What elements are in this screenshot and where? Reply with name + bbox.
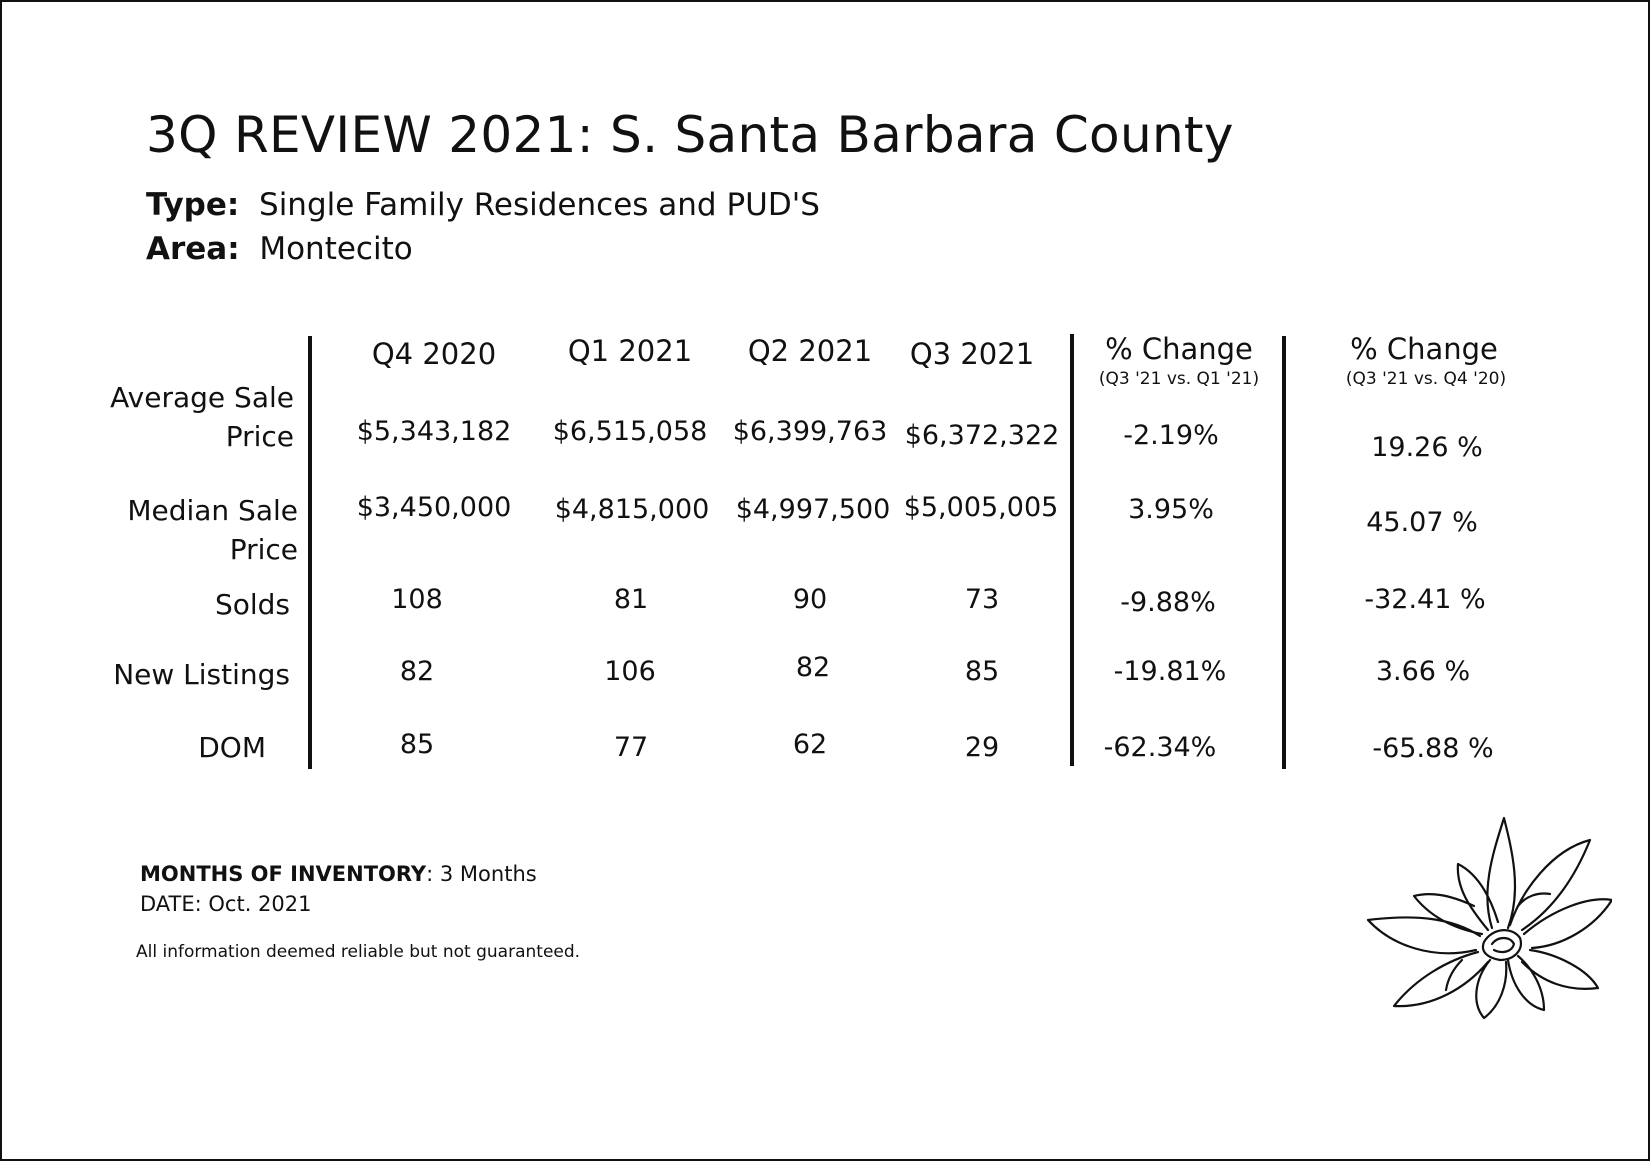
table-cell: $6,515,058 xyxy=(552,416,708,447)
table-cell: -19.81% xyxy=(1113,656,1227,687)
table-cell: -9.88% xyxy=(1120,587,1216,618)
table-cell: -32.41 % xyxy=(1364,584,1486,615)
table-cell: $6,399,763 xyxy=(732,416,888,447)
months-of-inventory: MONTHS OF INVENTORY: 3 Months xyxy=(140,862,537,886)
table-cell: 62 xyxy=(792,729,828,760)
column-header-q2-2021: Q2 2021 xyxy=(747,334,873,368)
area-value: Montecito xyxy=(259,231,413,267)
table-cell: $6,372,322 xyxy=(904,420,1060,451)
table-cell: $4,815,000 xyxy=(554,494,710,525)
magnolia-flower-icon xyxy=(1366,816,1612,1020)
column-header-q3-2021: Q3 2021 xyxy=(909,337,1035,371)
table-divider-left xyxy=(308,336,312,769)
report-date: DATE: Oct. 2021 xyxy=(140,892,312,916)
table-divider-middle xyxy=(1070,334,1074,766)
table-cell: 81 xyxy=(613,584,649,615)
type-line: Type: Single Family Residences and PUD'S xyxy=(146,187,820,223)
column-header-q1-2021: Q1 2021 xyxy=(567,334,693,368)
table-cell: 90 xyxy=(792,584,828,615)
row-label-solds: Solds xyxy=(214,588,290,621)
table-cell: 82 xyxy=(399,656,435,687)
page-title: 3Q REVIEW 2021: S. Santa Barbara County xyxy=(146,106,1234,164)
table-cell: $5,005,005 xyxy=(903,492,1059,523)
type-value: Single Family Residences and PUD'S xyxy=(259,187,820,223)
inventory-value: : 3 Months xyxy=(426,862,537,886)
table-cell: 3.66 % xyxy=(1375,656,1471,687)
table-divider-right xyxy=(1282,336,1286,769)
table-cell: 85 xyxy=(964,656,1000,687)
column-subheader-change-q4: (Q3 '21 vs. Q4 '20) xyxy=(1345,369,1507,389)
table-cell: 29 xyxy=(964,732,1000,763)
column-header-change-q4: % Change xyxy=(1350,332,1498,366)
table-cell: $4,997,500 xyxy=(735,494,891,525)
table-cell: 85 xyxy=(399,729,435,760)
area-label: Area: xyxy=(146,231,240,267)
table-cell: 73 xyxy=(964,584,1000,615)
row-label-dom: DOM xyxy=(198,731,266,764)
table-cell: 106 xyxy=(604,656,656,687)
column-header-change-q1: % Change xyxy=(1105,332,1253,366)
area-line: Area: Montecito xyxy=(146,231,413,267)
row-label-average-sale-price: Average Sale Price xyxy=(110,381,294,453)
table-cell: $3,450,000 xyxy=(356,492,512,523)
inventory-label: MONTHS OF INVENTORY xyxy=(140,862,427,886)
table-cell: 3.95% xyxy=(1128,494,1214,525)
table-cell: -2.19% xyxy=(1123,420,1219,451)
type-label: Type: xyxy=(146,187,240,223)
table-cell: 77 xyxy=(613,732,649,763)
table-cell: 45.07 % xyxy=(1366,507,1478,538)
table-cell: $5,343,182 xyxy=(356,416,512,447)
table-cell: -62.34% xyxy=(1103,732,1217,763)
table-cell: -65.88 % xyxy=(1372,733,1494,764)
column-subheader-change-q1: (Q3 '21 vs. Q1 '21) xyxy=(1098,369,1260,389)
table-cell: 19.26 % xyxy=(1371,432,1483,463)
table-cell: 82 xyxy=(795,652,831,683)
disclaimer: All information deemed reliable but not … xyxy=(136,942,581,962)
row-label-median-sale-price: Median Sale Price xyxy=(127,494,298,566)
column-header-q4-2020: Q4 2020 xyxy=(371,337,497,371)
table-cell: 108 xyxy=(391,584,443,615)
row-label-new-listings: New Listings xyxy=(113,658,290,691)
